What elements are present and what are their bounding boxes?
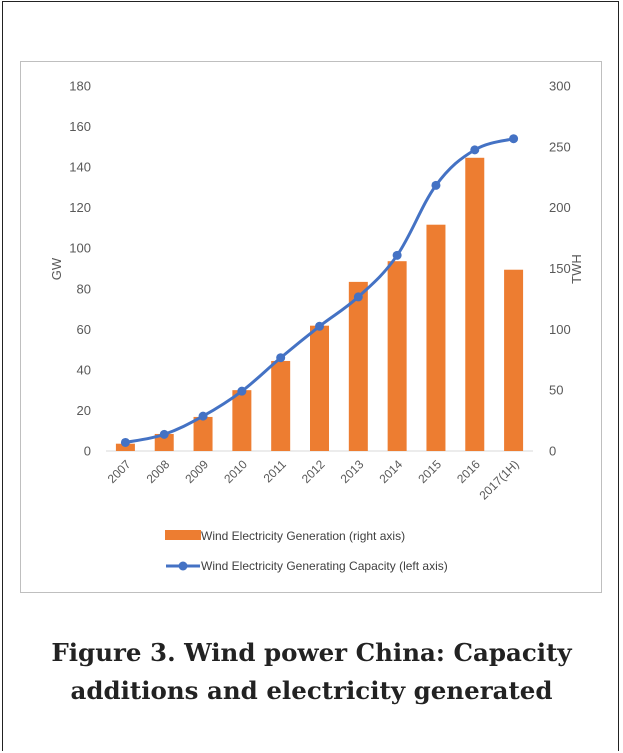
- bar-2012: [310, 325, 329, 451]
- y-left-tick-label: 140: [69, 160, 91, 175]
- y-left-tick-label: 160: [69, 119, 91, 134]
- bar-2009: [193, 416, 213, 451]
- point-2007: [120, 437, 130, 447]
- caption-line-2: additions and electricity generated: [70, 676, 553, 705]
- bar-2014: [387, 261, 407, 451]
- y-right-tick-label: 0: [549, 444, 556, 459]
- figure-caption: Figure 3. Wind power China: Capacity add…: [0, 634, 623, 710]
- y-left-tick-label: 60: [77, 322, 91, 337]
- x-tick-label: 2013: [338, 457, 367, 486]
- y-right-tick-label: 50: [549, 383, 563, 398]
- y-left-tick-label: 80: [77, 281, 91, 296]
- legend-bar-label: Wind Electricity Generation (right axis): [201, 529, 405, 543]
- bar-2010: [232, 390, 252, 451]
- legend: Wind Electricity Generation (right axis)…: [165, 529, 448, 573]
- combo-chart: 0 20 40 60 80 100 120 140 160 180 0 50 100 150 200 250…: [49, 79, 584, 574]
- x-tick-label: 2014: [376, 457, 405, 486]
- y-left-tick-label: 180: [69, 79, 91, 94]
- chart-container: 0 20 40 60 80 100 120 140 160 180 0 50 100 150 200 250…: [20, 61, 602, 593]
- caption-line-1: Figure 3. Wind power China: Capacity: [51, 638, 572, 667]
- y-right-tick-label: 100: [549, 322, 571, 337]
- x-tick-label: 2017(1H): [476, 457, 521, 502]
- x-tick-label: 2007: [105, 457, 134, 486]
- y-axis-right-label: TWH: [569, 254, 584, 284]
- x-tick-label: 2016: [454, 457, 483, 486]
- y-left-tick-label: 20: [77, 403, 91, 418]
- y-axis-left-label: GW: [49, 257, 64, 280]
- point-2011: [276, 353, 286, 363]
- y-left-tick-label: 40: [77, 362, 91, 377]
- point-2008: [159, 429, 169, 439]
- left-axis-ticks: 0 20 40 60 80 100 120 140 160 180: [69, 79, 91, 459]
- x-tick-label: 2015: [415, 457, 444, 486]
- x-tick-label: 2010: [221, 457, 250, 486]
- y-right-tick-label: 200: [549, 200, 571, 215]
- y-left-tick-label: 0: [84, 444, 91, 459]
- bar-2007: [115, 443, 135, 451]
- x-tick-label: 2008: [144, 457, 173, 486]
- legend-bar-swatch: [165, 530, 201, 540]
- right-axis-ticks: 0 50 100 150 200 250 300: [549, 79, 571, 459]
- bar-series: [115, 157, 524, 451]
- point-2012: [315, 321, 324, 331]
- bar-2017(1H): [504, 269, 524, 451]
- line-series: [120, 134, 519, 447]
- point-2009: [198, 411, 208, 421]
- x-tick-label: 2011: [261, 457, 289, 485]
- legend-line-label: Wind Electricity Generating Capacity (le…: [201, 559, 448, 573]
- point-2010: [237, 386, 247, 396]
- point-2015: [431, 180, 441, 190]
- bar-2011: [271, 360, 291, 451]
- bar-2008: [154, 433, 174, 451]
- y-right-tick-label: 300: [549, 79, 571, 94]
- y-right-tick-label: 250: [549, 139, 571, 154]
- legend-line-marker: [178, 561, 188, 571]
- y-left-tick-label: 100: [69, 241, 91, 256]
- x-tick-label: 2009: [182, 457, 211, 486]
- x-tick-label: 2012: [299, 457, 328, 486]
- bar-2013: [348, 281, 368, 451]
- y-right-tick-label: 150: [549, 261, 571, 276]
- y-left-tick-label: 120: [69, 200, 91, 215]
- bar-2015: [426, 224, 446, 451]
- x-axis-labels: 2007 2008 2009 2010 2011 2012 2013 2014 2015 2016…: [105, 457, 522, 503]
- point-2013: [353, 292, 363, 302]
- point-2017(1H): [509, 134, 519, 144]
- point-2016: [470, 145, 480, 155]
- point-2014: [392, 250, 402, 260]
- bar-2016: [465, 157, 485, 451]
